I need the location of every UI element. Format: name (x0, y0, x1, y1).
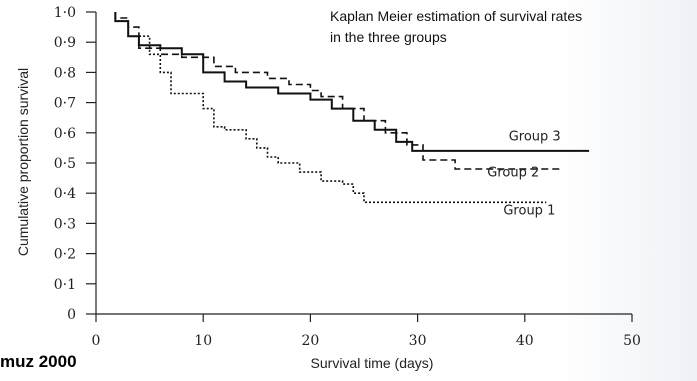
axes (95, 12, 632, 315)
series-lines (114, 12, 590, 204)
x-tick-label: 20 (301, 333, 319, 349)
annotation-group-2: Group 2 (487, 166, 539, 181)
y-tick-label: 0·1 (54, 277, 76, 293)
x-tick-label: 0 (92, 333, 101, 349)
series-line-group-1 (114, 12, 547, 204)
y-tick-label: 0·8 (54, 65, 76, 81)
annotation-group-3: Group 3 (509, 129, 561, 144)
chart-title: Kaplan Meier estimation of survival rate… (330, 8, 582, 45)
x-tick-label: 10 (194, 333, 212, 349)
x-axis-title: Survival time (days) (311, 355, 434, 371)
y-tick-label: 0·3 (54, 216, 76, 232)
chart-title-line-1: Kaplan Meier estimation of survival rate… (330, 8, 582, 24)
y-tick-label: 0·7 (54, 96, 76, 112)
chart-title-line-2: in the three groups (330, 29, 447, 45)
x-tick-label: 40 (516, 333, 534, 349)
x-tick-label: 50 (623, 333, 641, 349)
y-axis-ticks: 0 0·1 0·2 0·3 0·4 0·5 0·6 0·7 0·8 0·9 1·0 (54, 5, 96, 323)
source-label: muz 2000 (0, 352, 77, 371)
y-tick-label: 0·2 (54, 247, 76, 263)
series-annotations: Group 3 Group 2 Group 1 (487, 129, 560, 218)
annotation-group-1: Group 1 (503, 203, 555, 218)
y-tick-label: 0·5 (54, 156, 76, 172)
y-axis-title: Cumulative proportion survival (15, 68, 31, 256)
x-tick-label: 30 (409, 333, 427, 349)
y-tick-label: 0 (67, 307, 76, 323)
y-tick-label: 1·0 (54, 5, 76, 21)
y-tick-label: 0·6 (54, 126, 76, 142)
y-tick-label: 0·9 (54, 35, 76, 51)
series-line-group-2 (114, 12, 563, 170)
x-axis-ticks: 0 10 20 30 40 50 (92, 314, 641, 349)
y-tick-label: 0·4 (54, 186, 76, 202)
